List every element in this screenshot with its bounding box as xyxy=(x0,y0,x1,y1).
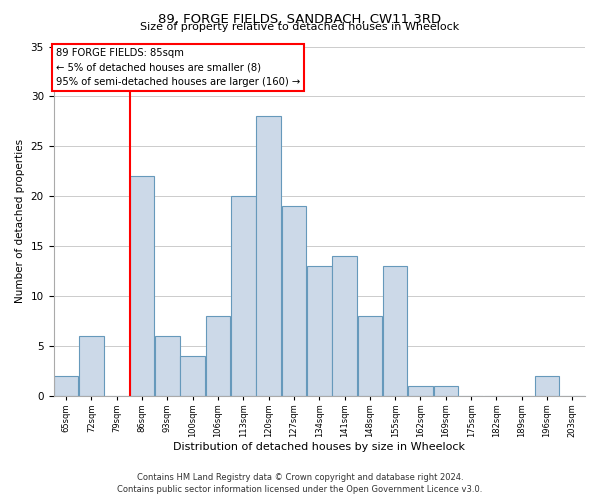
Bar xyxy=(332,256,357,396)
Bar xyxy=(535,376,559,396)
Bar xyxy=(130,176,154,396)
Y-axis label: Number of detached properties: Number of detached properties xyxy=(15,140,25,304)
Bar xyxy=(54,376,79,396)
Bar xyxy=(206,316,230,396)
Bar xyxy=(79,336,104,396)
Bar xyxy=(383,266,407,396)
Bar xyxy=(307,266,332,396)
Text: 89, FORGE FIELDS, SANDBACH, CW11 3RD: 89, FORGE FIELDS, SANDBACH, CW11 3RD xyxy=(158,12,442,26)
Bar xyxy=(281,206,306,396)
Text: Contains HM Land Registry data © Crown copyright and database right 2024.
Contai: Contains HM Land Registry data © Crown c… xyxy=(118,472,482,494)
Bar xyxy=(434,386,458,396)
Bar xyxy=(181,356,205,396)
Bar xyxy=(408,386,433,396)
Text: Size of property relative to detached houses in Wheelock: Size of property relative to detached ho… xyxy=(140,22,460,32)
Bar xyxy=(256,116,281,396)
Bar xyxy=(231,196,256,396)
Bar xyxy=(155,336,179,396)
Text: 89 FORGE FIELDS: 85sqm
← 5% of detached houses are smaller (8)
95% of semi-detac: 89 FORGE FIELDS: 85sqm ← 5% of detached … xyxy=(56,48,301,87)
X-axis label: Distribution of detached houses by size in Wheelock: Distribution of detached houses by size … xyxy=(173,442,465,452)
Bar xyxy=(358,316,382,396)
